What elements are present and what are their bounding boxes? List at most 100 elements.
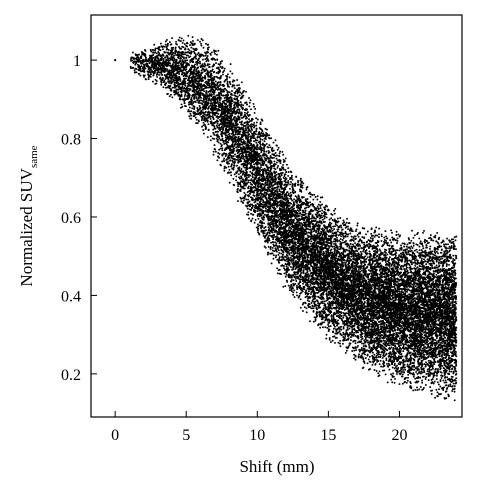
data-point (455, 302, 458, 305)
data-point (206, 55, 209, 57)
data-point (276, 159, 279, 162)
data-point (189, 41, 192, 44)
data-point (226, 78, 228, 81)
data-point (412, 375, 415, 378)
data-point (345, 221, 348, 224)
data-point (291, 199, 294, 202)
data-point (420, 257, 423, 260)
data-point (397, 363, 400, 365)
data-point (412, 261, 415, 264)
data-point (290, 181, 292, 183)
data-point (365, 233, 367, 236)
data-point (339, 345, 342, 348)
data-point (130, 59, 132, 62)
data-point (452, 382, 455, 385)
data-points (114, 34, 458, 402)
data-point (254, 107, 257, 110)
data-point (383, 346, 386, 349)
data-point (356, 341, 359, 344)
data-point (309, 263, 312, 266)
data-point (423, 346, 425, 349)
data-point (283, 160, 286, 163)
data-point (406, 290, 409, 293)
data-point (251, 217, 254, 220)
data-point (187, 54, 189, 57)
data-point (416, 389, 419, 392)
data-point (283, 175, 286, 178)
data-point (421, 245, 424, 247)
data-point (444, 379, 447, 382)
data-point (395, 230, 398, 233)
data-point (409, 356, 412, 359)
data-point (332, 225, 335, 228)
data-point (268, 144, 271, 147)
data-point (253, 111, 256, 114)
data-point (276, 272, 279, 275)
data-point (350, 239, 352, 242)
data-point (264, 207, 267, 210)
data-point (443, 397, 446, 399)
data-point (272, 156, 275, 159)
data-point (404, 368, 407, 371)
data-point (366, 353, 369, 356)
data-point (265, 128, 268, 131)
data-point (401, 242, 404, 245)
data-point (175, 40, 178, 43)
data-point (296, 294, 298, 297)
data-point (132, 66, 135, 69)
data-point (256, 202, 259, 205)
data-point (411, 247, 414, 249)
data-point (336, 236, 338, 239)
data-point (178, 46, 180, 48)
data-point (363, 241, 365, 244)
data-point (309, 242, 312, 245)
data-point (228, 76, 231, 79)
data-point (229, 63, 232, 66)
data-point (406, 363, 409, 366)
data-point (313, 193, 316, 196)
data-point (259, 212, 261, 215)
data-point (336, 217, 339, 220)
data-point (207, 129, 210, 132)
data-point (235, 164, 238, 167)
data-point (348, 327, 351, 330)
data-point (277, 253, 280, 256)
data-point (350, 245, 353, 248)
data-point (249, 181, 252, 184)
data-point (328, 338, 331, 341)
data-point (219, 163, 222, 166)
data-point (435, 374, 438, 377)
data-point (374, 334, 377, 337)
data-point (375, 352, 378, 355)
data-point (321, 218, 324, 221)
data-point (413, 234, 416, 237)
data-point (267, 161, 270, 164)
data-point (435, 264, 438, 267)
data-point (402, 362, 405, 365)
data-point (182, 39, 185, 42)
data-point (384, 373, 387, 376)
data-point (178, 36, 181, 39)
data-point (342, 241, 344, 244)
data-point (277, 229, 280, 232)
data-point (287, 174, 290, 177)
data-point (219, 80, 222, 83)
data-point (285, 273, 288, 276)
data-point (334, 332, 337, 335)
data-point (333, 209, 336, 212)
data-point (436, 231, 439, 234)
data-point (249, 99, 252, 102)
data-point (309, 201, 312, 204)
data-point (368, 250, 371, 253)
data-point (391, 231, 393, 234)
data-point (449, 385, 452, 388)
plot-frame (90, 14, 463, 418)
data-point (276, 148, 279, 151)
data-point (342, 237, 345, 239)
data-point (354, 342, 357, 345)
data-point (219, 65, 222, 68)
data-point (425, 373, 428, 375)
data-point (234, 133, 237, 136)
data-point (255, 141, 258, 144)
